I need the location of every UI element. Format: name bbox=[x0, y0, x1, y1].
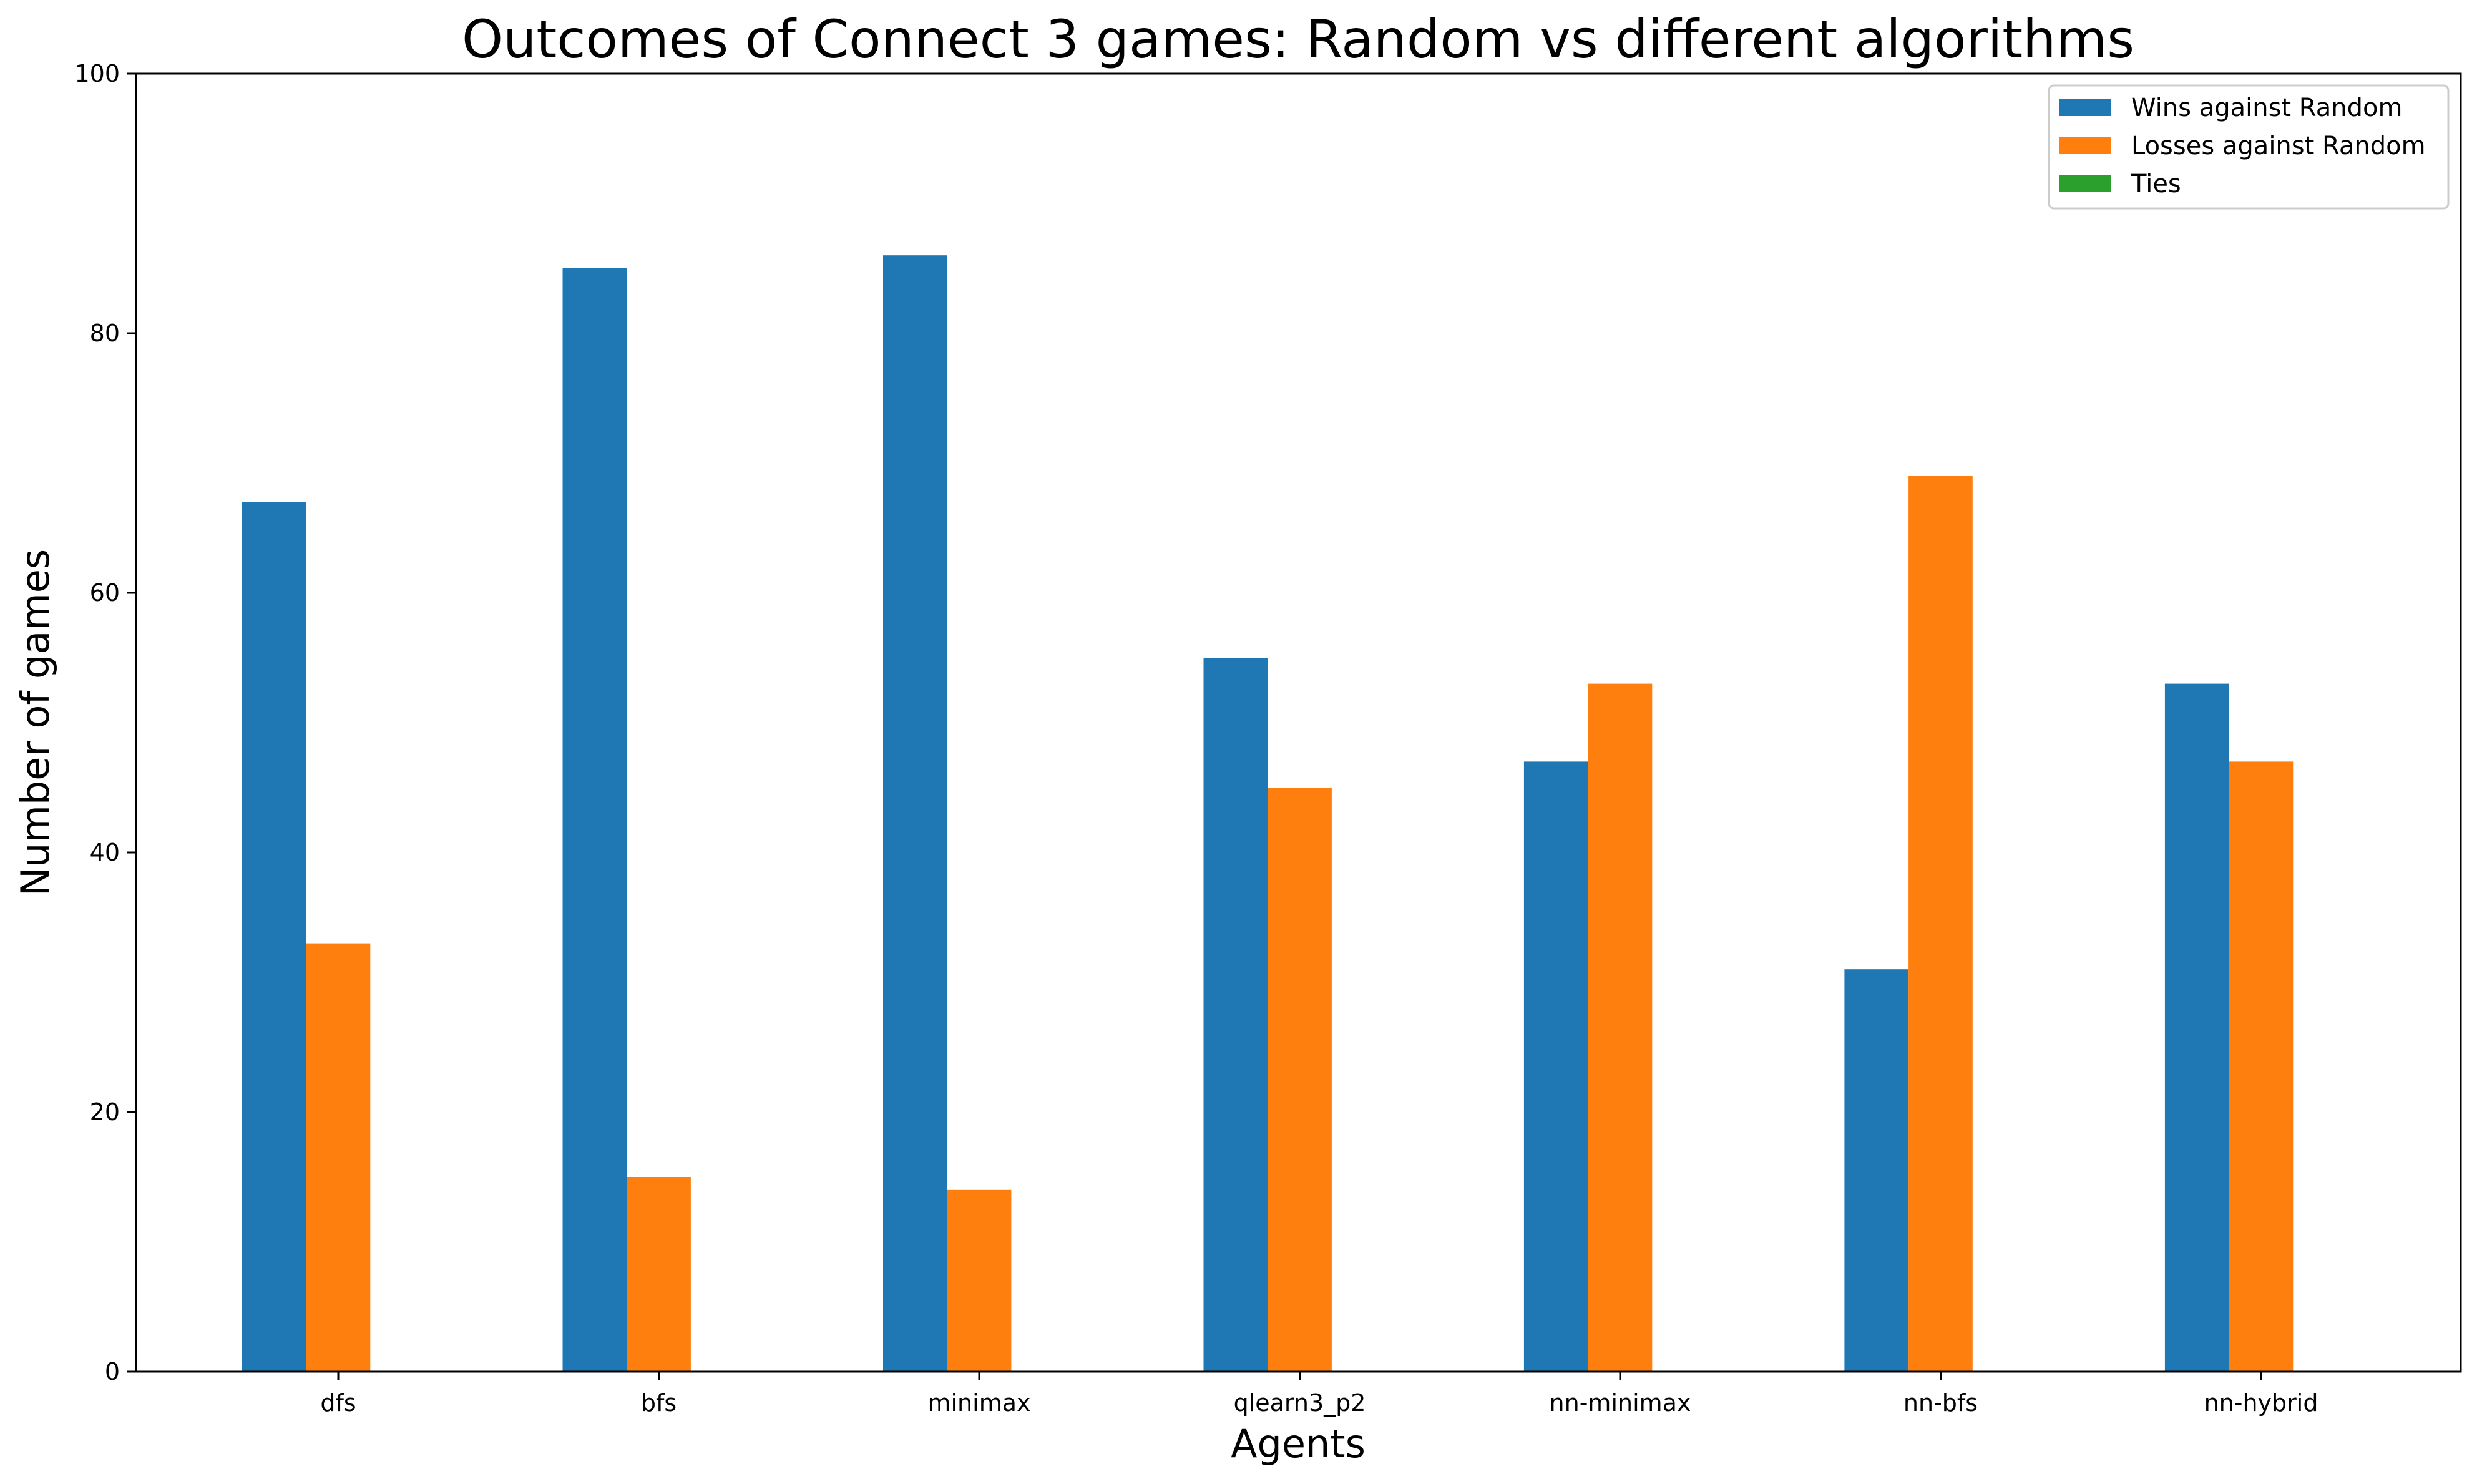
x-tick-label: dfs bbox=[320, 1389, 356, 1417]
bar-losses-against-random-nn-minimax bbox=[1588, 683, 1653, 1372]
legend-label: Wins against Random bbox=[2131, 94, 2402, 122]
x-tick-label: nn-minimax bbox=[1550, 1389, 1691, 1417]
bars-layer bbox=[242, 255, 2294, 1372]
legend: Wins against Random Losses against Random… bbox=[2048, 84, 2450, 210]
x-axis-title: Agents bbox=[1231, 1421, 1366, 1467]
chart-title: Outcomes of Connect 3 games: Random vs d… bbox=[462, 9, 2134, 70]
legend-swatch bbox=[2059, 99, 2111, 116]
x-tick-label: minimax bbox=[927, 1389, 1030, 1417]
bar-wins-against-random-nn-hybrid bbox=[2164, 683, 2229, 1372]
bar-losses-against-random-dfs bbox=[306, 943, 371, 1372]
legend-label: Losses against Random bbox=[2131, 132, 2426, 160]
x-tick-label: qlearn3_p2 bbox=[1234, 1389, 1366, 1417]
legend-swatch bbox=[2059, 175, 2111, 192]
bar-losses-against-random-minimax bbox=[947, 1189, 1012, 1372]
bar-wins-against-random-bfs bbox=[562, 268, 627, 1372]
y-axis-title: Number of games bbox=[12, 549, 58, 896]
y-tick-label: 100 bbox=[74, 60, 120, 87]
legend-frame bbox=[2048, 84, 2450, 210]
x-tick-label: nn-hybrid bbox=[2204, 1389, 2318, 1417]
legend-label: Ties bbox=[2131, 170, 2181, 198]
bar-wins-against-random-nn-bfs bbox=[1844, 969, 1909, 1372]
legend-items: Wins against Random Losses against Random… bbox=[2059, 94, 2426, 198]
bar-wins-against-random-minimax bbox=[883, 255, 947, 1372]
bar-wins-against-random-qlearn3_p2 bbox=[1203, 658, 1268, 1372]
legend-swatch bbox=[2059, 137, 2111, 154]
y-tick-label: 40 bbox=[90, 839, 120, 866]
x-axis-ticks: dfs bfs minimax qlearn3_p2 nn-minimax nn-bfs n… bbox=[320, 1372, 2318, 1417]
bar-losses-against-random-nn-hybrid bbox=[2229, 761, 2294, 1372]
bar-wins-against-random-dfs bbox=[242, 502, 306, 1372]
x-tick-label: nn-bfs bbox=[1903, 1389, 1978, 1417]
y-tick-label: 80 bbox=[90, 320, 120, 347]
bar-losses-against-random-nn-bfs bbox=[1908, 476, 1973, 1372]
y-axis-ticks: 0 20 40 60 80 100 bbox=[74, 60, 136, 1385]
bar-losses-against-random-qlearn3_p2 bbox=[1268, 788, 1332, 1372]
y-tick-label: 60 bbox=[90, 579, 120, 607]
plot-frame bbox=[135, 72, 2462, 1373]
bar-losses-against-random-bfs bbox=[627, 1177, 691, 1372]
y-tick-label: 20 bbox=[90, 1098, 120, 1126]
bar-wins-against-random-nn-minimax bbox=[1523, 761, 1588, 1372]
x-tick-label: bfs bbox=[641, 1389, 677, 1417]
y-tick-label: 0 bbox=[105, 1358, 120, 1385]
